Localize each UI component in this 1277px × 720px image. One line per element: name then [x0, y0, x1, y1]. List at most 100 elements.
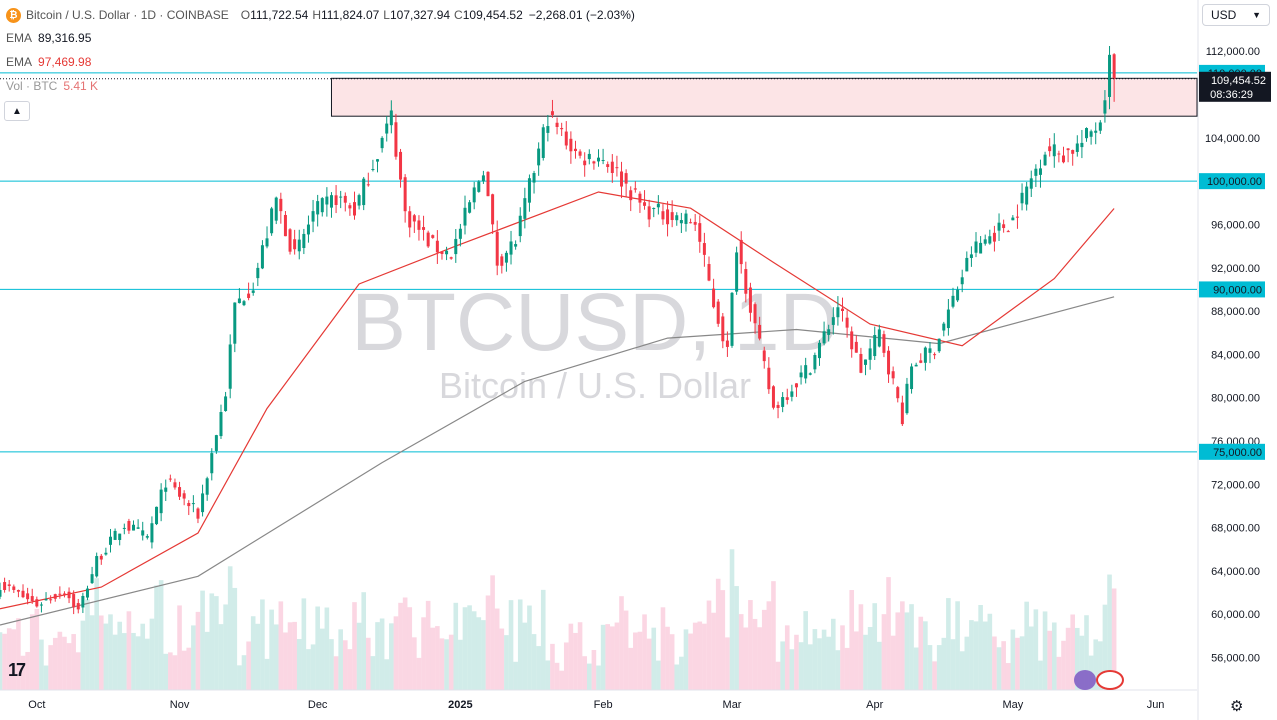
volume-bar	[918, 616, 924, 690]
event-icon[interactable]	[1074, 670, 1096, 690]
volume-bar	[62, 636, 67, 690]
volume-bar	[900, 601, 905, 690]
time-axis: Oct Nov Dec 2025 Feb Mar Apr May Jun	[0, 0, 1199, 720]
candle-body	[422, 227, 426, 230]
candle-body	[145, 536, 149, 538]
candle	[560, 122, 564, 136]
candle	[270, 206, 274, 236]
candle-body	[652, 208, 656, 210]
candle	[481, 170, 485, 184]
candle-body	[481, 175, 485, 182]
volume-bar	[98, 615, 104, 690]
candle-body	[500, 256, 504, 266]
candle	[569, 131, 573, 164]
candle-body	[164, 487, 168, 492]
volume-bar	[85, 599, 90, 690]
price-tick-label: 96,000.00	[1211, 219, 1260, 231]
candle	[518, 207, 522, 243]
tradingview-logo-icon[interactable]: 17	[8, 660, 26, 680]
candle	[730, 292, 734, 348]
candle	[891, 366, 895, 385]
candle	[99, 553, 103, 565]
symbol-title[interactable]: Bitcoin / U.S. Dollar · 1D · COINBASE	[26, 8, 229, 22]
candle-body	[385, 123, 389, 134]
volume-legend[interactable]: Vol · BTC 5.41 K	[6, 79, 98, 93]
currency-select[interactable]: USD ▼	[1202, 4, 1270, 26]
candle	[417, 215, 421, 241]
candle	[919, 353, 923, 364]
candle	[753, 302, 757, 334]
candle	[339, 190, 343, 209]
candle-body	[721, 316, 725, 342]
candle	[90, 566, 94, 584]
candle	[1015, 204, 1019, 229]
candle-body	[951, 295, 955, 307]
volume-bar	[946, 598, 951, 690]
ema-fast-legend[interactable]: EMA 97,469.98	[6, 55, 91, 69]
candle	[205, 476, 209, 501]
candle-body	[1094, 130, 1098, 133]
close-value: 109,454.52	[462, 8, 523, 22]
candle-body	[532, 173, 536, 183]
low-value: 107,327.94	[389, 8, 451, 22]
candle-body	[132, 524, 136, 531]
collapse-legend-button[interactable]: ▲	[4, 101, 30, 121]
candle-body	[937, 338, 941, 352]
candle	[3, 577, 7, 593]
volume-bar	[688, 633, 693, 690]
candle	[573, 140, 577, 159]
candle	[431, 234, 435, 239]
candle-body	[233, 302, 237, 344]
volume-bar	[163, 653, 169, 690]
candle-body	[265, 238, 269, 247]
candle	[670, 200, 674, 228]
volume-bar	[633, 632, 638, 690]
volume-bar	[94, 578, 99, 690]
volume-bar	[1001, 641, 1006, 690]
candle	[555, 117, 559, 135]
candle-body	[12, 586, 16, 590]
chevron-up-icon: ▲	[12, 105, 22, 117]
volume-bar	[232, 587, 238, 690]
candle	[527, 174, 531, 212]
candle-body	[827, 329, 831, 335]
candle	[504, 250, 508, 272]
volume-bar	[679, 656, 684, 690]
candle	[638, 191, 642, 213]
gear-icon[interactable]: ⚙	[1230, 698, 1244, 715]
candle	[251, 282, 255, 296]
candle	[859, 347, 863, 374]
candle	[260, 240, 264, 270]
candle-body	[81, 595, 85, 608]
volume-bar	[872, 603, 878, 690]
volume-bar	[255, 623, 261, 690]
candle	[804, 357, 808, 384]
candle	[546, 114, 550, 142]
candle-body	[702, 243, 706, 255]
volume-bar	[218, 624, 224, 690]
volume-bar	[619, 596, 624, 690]
us-flag-icon[interactable]	[1096, 670, 1124, 690]
volume-bar	[117, 621, 123, 690]
volume-bar	[71, 634, 76, 690]
candle	[412, 213, 416, 233]
candle-body	[638, 193, 642, 203]
candle-body	[776, 405, 780, 408]
candle	[725, 331, 729, 357]
volume-bar	[108, 614, 113, 690]
volume-bar	[1056, 656, 1062, 690]
candle	[592, 160, 596, 170]
candle	[643, 190, 647, 210]
volume-bar	[499, 628, 505, 690]
candle	[969, 246, 973, 267]
candle-body	[597, 157, 600, 162]
candle	[679, 212, 683, 234]
ema-slow-legend[interactable]: EMA 89,316.95	[6, 31, 91, 45]
candle	[329, 192, 333, 218]
candle-body	[573, 148, 577, 152]
volume-bar	[794, 634, 799, 690]
candle	[1011, 215, 1015, 221]
volume-bar	[324, 607, 330, 690]
candle-body	[35, 599, 39, 607]
